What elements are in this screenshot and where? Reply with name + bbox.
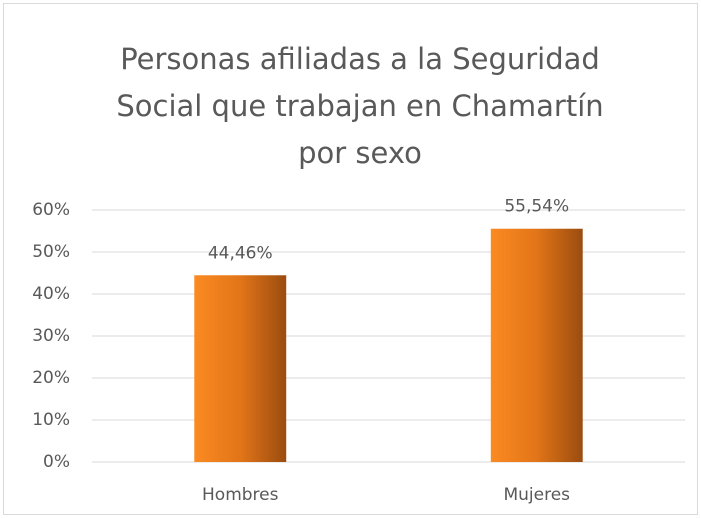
y-tick-label: 20%: [32, 368, 70, 388]
y-tick-label: 30%: [32, 326, 70, 346]
x-tick-label: Hombres: [202, 485, 279, 505]
y-tick-label: 60%: [32, 200, 70, 220]
bar: [490, 228, 583, 462]
y-tick-label: 40%: [32, 284, 70, 304]
y-tick-label: 10%: [32, 410, 70, 430]
value-label: 44,46%: [208, 243, 273, 263]
y-tick-label: 0%: [43, 452, 70, 472]
bar: [194, 275, 287, 462]
y-tick-label: 50%: [32, 242, 70, 262]
x-tick-label: Mujeres: [503, 485, 570, 505]
value-label: 55,54%: [504, 197, 569, 217]
chart-title: Personas afiliadas a la Seguridad Social…: [116, 42, 604, 170]
